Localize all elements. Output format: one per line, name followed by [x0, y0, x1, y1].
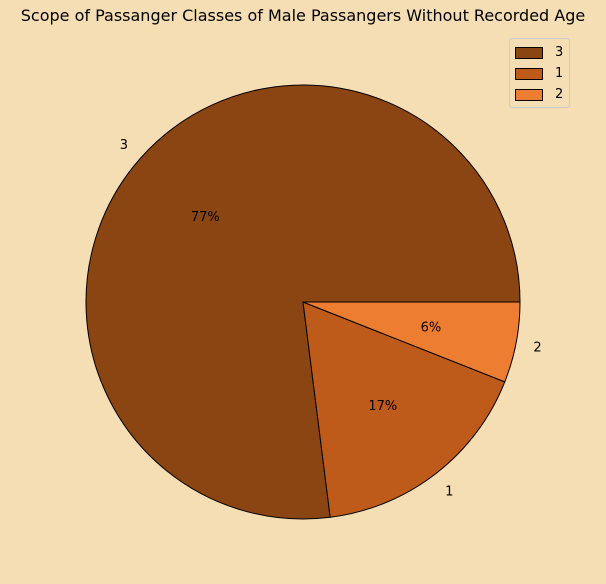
pie-value-label-2: 6% [421, 320, 442, 335]
pie-slice-1 [302, 301, 506, 518]
legend-entry-1: 1 [515, 63, 563, 84]
pie-slice-2 [302, 301, 521, 383]
legend: 3 1 2 [509, 38, 571, 108]
legend-swatch-1 [515, 67, 543, 80]
pie-value-label-1: 17% [368, 399, 397, 414]
legend-label-1: 1 [555, 66, 564, 81]
pie-value-label-3: 77% [191, 210, 220, 225]
legend-label-2: 2 [555, 87, 564, 102]
pie-labels: 77% 3 17% 1 6% 2 [120, 138, 542, 499]
pie-category-label-1: 1 [445, 485, 453, 500]
legend-entry-2: 2 [515, 84, 563, 105]
legend-swatch-3 [515, 46, 543, 59]
pie-slices [85, 84, 521, 520]
legend-entry-3: 3 [515, 42, 563, 63]
pie-category-label-3: 3 [120, 138, 128, 153]
pie-category-label-2: 2 [533, 341, 541, 356]
legend-label-3: 3 [555, 45, 564, 60]
legend-swatch-2 [515, 88, 543, 101]
chart-title: Scope of Passanger Classes of Male Passa… [20, 6, 586, 25]
